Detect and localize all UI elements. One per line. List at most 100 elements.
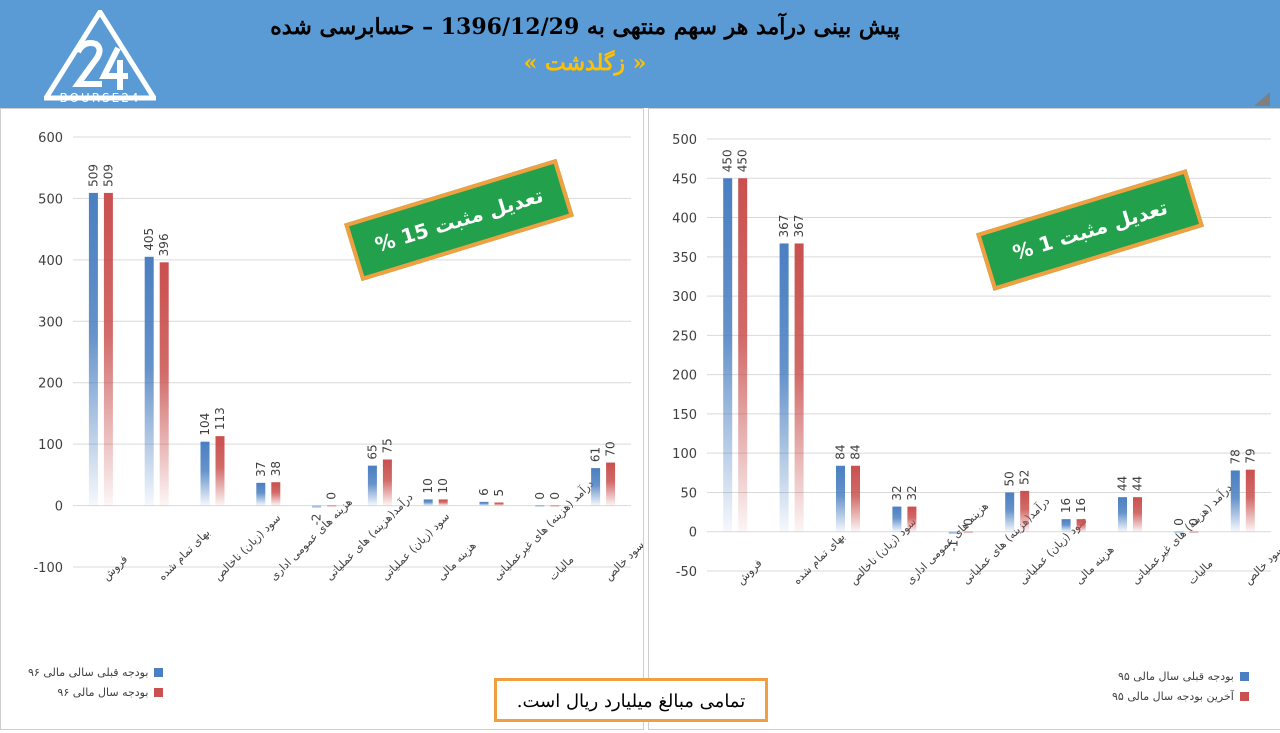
page-title: پیش بینی درآمد هر سهم منتهی به 1396/12/2…: [270, 14, 900, 40]
data-label: 50: [1003, 471, 1017, 486]
x-category-label: بهای تمام شده: [156, 526, 213, 583]
bar-series-a: [948, 531, 958, 534]
data-label: 16: [1059, 498, 1073, 513]
legend-swatch-red: [154, 687, 164, 697]
bar-series-a: [836, 465, 845, 532]
y-tick-label: -100: [33, 561, 63, 576]
data-label: 450: [721, 149, 735, 172]
y-tick-label: 150: [672, 408, 697, 423]
logo-text: BOURSE24: [59, 91, 141, 105]
bar-series-b: [103, 192, 113, 506]
data-label: 509: [86, 164, 100, 187]
data-label: 367: [777, 215, 791, 238]
data-label: 509: [101, 164, 115, 187]
legend-label: آخرین بودجه سال مالی ۹۵: [1112, 689, 1234, 703]
data-label: 16: [1074, 498, 1088, 513]
data-label: 405: [142, 228, 156, 251]
bar-series-a: [535, 505, 545, 507]
y-tick-label: 450: [672, 172, 697, 187]
legend-label: بودجه قبلی سال مالی ۹۵: [1117, 669, 1234, 683]
x-category-label: فروش: [100, 553, 130, 583]
bar-series-a: [723, 178, 733, 532]
data-label: 44: [1116, 476, 1130, 491]
legend-item: بودجه قبلی سال مالی ۹۵: [1112, 666, 1249, 686]
data-label: 75: [380, 438, 394, 453]
bar-series-b: [1133, 497, 1142, 532]
bar-series-b: [907, 506, 917, 532]
data-label: 10: [436, 478, 450, 493]
y-tick-label: 200: [38, 377, 63, 392]
bar-series-a: [367, 465, 377, 506]
data-label: 113: [213, 407, 227, 430]
data-label: 79: [1243, 448, 1257, 463]
data-label: 367: [792, 215, 806, 238]
data-label: 44: [1131, 476, 1145, 491]
bar-series-a: [312, 505, 322, 508]
data-label: 32: [905, 485, 919, 500]
bar-series-b: [494, 502, 504, 506]
legend-item: بودجه قبلی سالی مالی ۹۶: [28, 662, 164, 682]
y-tick-label: 0: [55, 500, 63, 515]
bar-series-a: [200, 441, 210, 506]
bar-series-a: [423, 499, 433, 506]
bar-series-a: [892, 506, 902, 532]
x-category-label: هزینه مالی: [1073, 543, 1117, 587]
y-tick-label: 0: [689, 526, 697, 541]
data-label: 104: [198, 413, 212, 436]
legend-swatch-blue: [154, 667, 164, 677]
data-label: 78: [1228, 449, 1242, 464]
y-tick-label: 50: [680, 486, 697, 501]
bar-series-b: [794, 243, 804, 532]
data-label: 450: [736, 149, 750, 172]
x-category-label: بهای تمام شده: [791, 530, 848, 587]
y-tick-label: 400: [38, 254, 63, 269]
y-tick-label: 300: [38, 315, 63, 330]
y-tick-label: 100: [38, 438, 63, 453]
bar-series-b: [271, 482, 281, 506]
data-label: 61: [589, 447, 603, 462]
y-tick-label: -50: [676, 565, 697, 580]
bar-series-b: [438, 499, 448, 506]
legend-swatch-red: [1239, 691, 1249, 701]
data-label: 32: [890, 485, 904, 500]
data-label: 52: [1018, 470, 1032, 485]
bar-series-a: [1118, 497, 1127, 532]
currency-note: تمامی مبالغ میلیارد ریال است.: [494, 678, 768, 722]
bar-series-a: [1230, 470, 1240, 532]
legend-item: بودجه سال مالی ۹۶: [28, 682, 164, 702]
legend-swatch-blue: [1239, 671, 1249, 681]
y-tick-label: 100: [672, 447, 697, 462]
bar-series-b: [159, 262, 169, 506]
bar-series-a: [256, 482, 266, 506]
data-label: -1: [946, 540, 960, 552]
x-category-label: هزینه مالی: [435, 539, 479, 583]
bar-series-b: [550, 505, 560, 507]
data-label: 5: [492, 489, 506, 497]
bar-series-a: [479, 501, 489, 506]
legend-left: بودجه قبلی سالی مالی ۹۶ بودجه سال مالی ۹…: [28, 662, 164, 702]
data-label: 84: [849, 444, 863, 459]
data-label: 0: [1172, 518, 1186, 526]
bar-series-b: [606, 462, 616, 506]
bar-series-a: [779, 243, 789, 532]
data-label: -2: [310, 514, 324, 526]
bar-series-a: [144, 256, 154, 506]
corner-fold-icon: [1254, 92, 1270, 106]
data-label: 396: [157, 233, 171, 256]
bar-series-a: [591, 468, 601, 506]
y-tick-label: 600: [38, 131, 63, 146]
data-label: 38: [269, 461, 283, 476]
x-category-label: سود خالص: [1242, 542, 1280, 587]
legend-label: بودجه قبلی سالی مالی ۹۶: [28, 665, 149, 679]
bar-series-b: [1189, 531, 1199, 533]
legend-item: آخرین بودجه سال مالی ۹۵: [1112, 686, 1249, 706]
data-label: 37: [254, 462, 268, 477]
bar-series-b: [738, 178, 748, 532]
y-tick-label: 300: [672, 290, 697, 305]
data-label: 70: [604, 441, 618, 456]
page-subtitle: « زگلدشت »: [523, 50, 647, 76]
bar-series-a: [1061, 519, 1071, 532]
y-tick-label: 350: [672, 251, 697, 266]
